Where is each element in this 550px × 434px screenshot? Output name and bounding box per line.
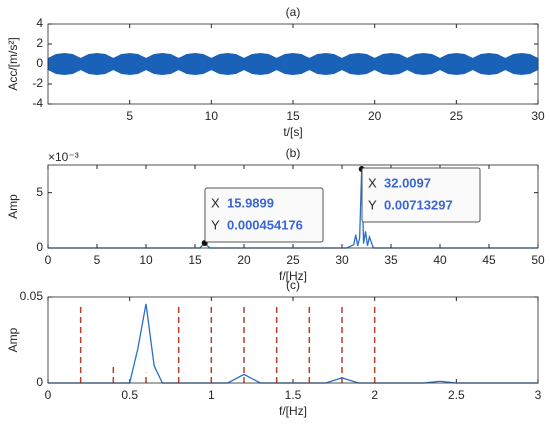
y-tick-label: 0 <box>36 240 43 254</box>
x-tick-label: 20 <box>237 253 251 267</box>
x-tick-label: 1 <box>208 388 215 402</box>
y-tick-label: 0 <box>36 375 43 389</box>
x-tick-label: 40 <box>433 253 447 267</box>
x-tick-label: 25 <box>286 253 300 267</box>
x-tick-label: 45 <box>482 253 496 267</box>
datatip-key: X <box>368 175 377 190</box>
x-tick-label: 5 <box>126 109 133 123</box>
datatip-value: 0.000454176 <box>227 217 303 232</box>
x-tick-label: 1.5 <box>285 388 302 402</box>
x-tick-label: 0 <box>45 388 52 402</box>
x-axis-label: t/[s] <box>283 125 302 139</box>
signal-area <box>47 63 539 76</box>
x-tick-label: 5 <box>94 253 101 267</box>
plot-area <box>48 297 538 383</box>
datatip-box <box>361 167 481 223</box>
chart-title: (a) <box>286 5 301 19</box>
x-tick-label: 25 <box>450 109 464 123</box>
y-tick-label: -4 <box>32 96 43 110</box>
datatip-box <box>204 187 324 243</box>
datatip-value: 15.9899 <box>227 195 274 210</box>
axes-frame <box>47 164 539 249</box>
spectrum-line <box>48 169 538 249</box>
y-axis-label: Amp <box>6 194 20 219</box>
datatip-key: X <box>211 195 220 210</box>
x-tick-label: 0.5 <box>121 388 138 402</box>
x-tick-label: 15 <box>188 253 202 267</box>
x-tick-label: 0 <box>45 253 52 267</box>
datatip-key: Y <box>368 197 377 212</box>
datatip-value: 0.00713297 <box>384 197 453 212</box>
x-tick-label: 50 <box>531 253 545 267</box>
y-tick-label: 0 <box>36 56 43 70</box>
x-tick-label: 35 <box>384 253 398 267</box>
datatip-key: Y <box>211 217 220 232</box>
x-tick-label: 20 <box>368 109 382 123</box>
x-axis-label: f/[Hz] <box>279 404 307 418</box>
y-exponent-label: ×10⁻³ <box>48 150 79 164</box>
spectrum-line <box>48 303 538 384</box>
datatip-value: 32.0097 <box>384 175 431 190</box>
y-tick-label: 4 <box>36 16 43 30</box>
axes-frame <box>47 296 539 384</box>
x-tick-label: 30 <box>531 109 545 123</box>
x-tick-label: 10 <box>139 253 153 267</box>
x-tick-label: 10 <box>205 109 219 123</box>
axes-frame <box>47 23 539 105</box>
y-axis-label: Acc/[m/s²] <box>6 37 20 90</box>
chart-title: (b) <box>286 146 301 160</box>
y-tick-label: 5 <box>36 185 43 199</box>
y-tick-label: 2 <box>36 36 43 50</box>
y-tick-label: 0.05 <box>20 289 44 303</box>
x-axis-label: f/[Hz] <box>279 269 307 283</box>
y-axis-label: Amp <box>6 327 20 352</box>
signal-area <box>47 52 539 65</box>
x-tick-label: 30 <box>335 253 349 267</box>
x-tick-label: 2 <box>371 388 378 402</box>
x-tick-label: 3 <box>535 388 542 402</box>
y-tick-label: -2 <box>32 76 43 90</box>
x-tick-label: 15 <box>286 109 300 123</box>
x-tick-label: 2.5 <box>448 388 465 402</box>
chart-title: (c) <box>286 278 300 292</box>
